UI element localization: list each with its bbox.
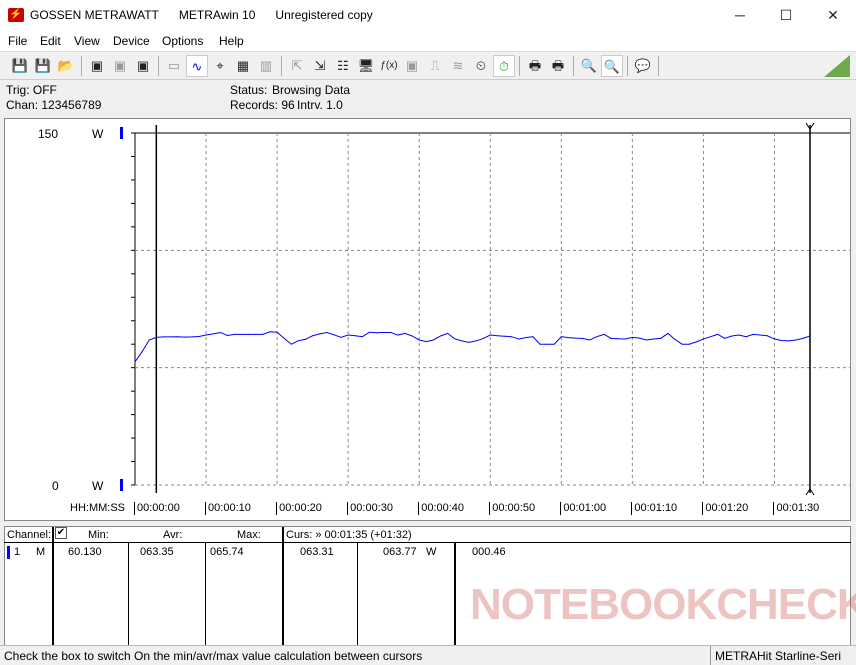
- max-header: Max:: [237, 529, 261, 541]
- status-value: Browsing Data: [272, 83, 351, 97]
- monitor-icon[interactable]: 🖥: [357, 58, 375, 73]
- menu-help[interactable]: Help: [219, 34, 244, 48]
- cursor1-value: 063.31: [300, 546, 334, 558]
- x-tick-label: 00:00:30: [347, 502, 393, 515]
- wave-filter-icon[interactable]: ≋: [452, 58, 464, 73]
- x-tick-label: 00:00:10: [205, 502, 251, 515]
- status-hint: Check the box to switch On the min/avr/m…: [4, 649, 423, 663]
- status-label: Status:: [230, 83, 268, 97]
- avr-value: 063.35: [140, 546, 174, 558]
- chart-panel[interactable]: [4, 118, 851, 521]
- title-bar: ⚡ GOSSEN METRAWATT METRAwin 10 Unregiste…: [0, 0, 856, 31]
- device-clear-icon[interactable]: ▣: [113, 58, 127, 73]
- status-bar: Check the box to switch On the min/avr/m…: [0, 645, 856, 665]
- maximize-button[interactable]: ☐: [779, 7, 793, 23]
- channel-icon[interactable]: ▣: [405, 58, 419, 73]
- x-tick-label: 00:01:30: [773, 502, 819, 515]
- print-preview-icon[interactable]: 🖶: [528, 58, 542, 73]
- print-icon[interactable]: 🖶: [551, 58, 565, 73]
- export-icon[interactable]: ⇱: [291, 58, 303, 73]
- menu-options[interactable]: Options: [162, 34, 204, 48]
- save-as-icon[interactable]: 💾: [34, 58, 52, 73]
- bar-view-icon[interactable]: ▥: [259, 58, 273, 73]
- max-value: 065.74: [210, 546, 244, 558]
- channel-mode: M: [36, 546, 46, 558]
- interval-value: Intrv. 1.0: [297, 98, 343, 112]
- trigger-status: Trig: OFF: [6, 83, 57, 97]
- channel-config-icon[interactable]: ☷: [337, 58, 349, 73]
- toolbar: 💾 💾 📂 ▣ ▣ ▣ ▭ ∿ ⌖ ▦ ▥ ⇱ ⇲ ☷ 🖥 ƒ(x) ▣ ⎍ ≋…: [0, 51, 856, 80]
- channel-color-marker: [7, 546, 10, 559]
- min-max-checkbox[interactable]: ✔: [55, 527, 67, 539]
- display-icon[interactable]: ▭: [167, 58, 181, 73]
- y-min-label: 0: [52, 479, 59, 493]
- save-icon[interactable]: 💾: [11, 58, 29, 73]
- wave-view-icon[interactable]: ∿: [186, 55, 208, 77]
- crosshair-icon[interactable]: ⌖: [216, 58, 224, 73]
- table-view-icon[interactable]: ▦: [236, 58, 250, 73]
- comment-icon[interactable]: 💬: [634, 58, 652, 73]
- min-header: Min:: [88, 529, 109, 541]
- y-max-label: 150: [38, 127, 59, 141]
- function-icon[interactable]: ƒ(x): [380, 60, 398, 71]
- channels-status: Chan: 123456789: [6, 98, 102, 112]
- window-title: GOSSEN METRAWATT METRAwin 10 Unregistere…: [30, 8, 373, 22]
- status-indicator-icon: [824, 55, 850, 77]
- menu-edit[interactable]: Edit: [40, 34, 61, 48]
- stopwatch-icon[interactable]: ⏱: [493, 55, 515, 77]
- zoom-fit-icon[interactable]: 🔍: [601, 55, 623, 77]
- trigger-icon[interactable]: ⎍: [430, 58, 440, 73]
- memory-read-icon[interactable]: ▣: [136, 58, 150, 73]
- notebookcheck-watermark: NOTEBOOKCHECK: [470, 580, 856, 629]
- menu-device[interactable]: Device: [113, 34, 150, 48]
- avr-header: Avr:: [163, 529, 183, 541]
- x-tick-label: 00:00:20: [276, 502, 322, 515]
- y-unit-bottom: W: [92, 479, 104, 493]
- menu-bar: File Edit View Device Options Help: [0, 31, 856, 51]
- channel-number: 1: [14, 546, 21, 558]
- device-read-icon[interactable]: ▣: [90, 58, 104, 73]
- menu-file[interactable]: File: [8, 34, 28, 48]
- x-tick-label: 00:00:50: [489, 502, 535, 515]
- x-tick-label: 00:01:10: [631, 502, 677, 515]
- open-folder-icon[interactable]: 📂: [57, 58, 75, 73]
- close-button[interactable]: ✕: [827, 7, 839, 23]
- statistics-table: [4, 526, 851, 646]
- device-name: METRAHit Starline-Seri: [710, 646, 841, 665]
- app-logo-icon: ⚡: [8, 8, 24, 22]
- import-icon[interactable]: ⇲: [314, 58, 326, 73]
- x-tick-label: 00:01:00: [560, 502, 606, 515]
- channel-header: Channel:: [7, 529, 52, 541]
- y-unit-top: W: [92, 127, 104, 141]
- menu-view[interactable]: View: [74, 34, 100, 48]
- x-tick-label: 00:01:20: [702, 502, 748, 515]
- min-value: 60.130: [68, 546, 102, 558]
- cursor2-value: 063.77: [383, 546, 417, 558]
- cursor-diff-value: 000.46: [472, 546, 506, 558]
- timer-icon[interactable]: ⏲: [475, 58, 487, 73]
- x-axis-label: HH:MM:SS: [70, 502, 125, 514]
- unit: W: [426, 546, 437, 558]
- minimize-button[interactable]: ─: [735, 7, 745, 23]
- records-count: Records: 96: [230, 98, 295, 112]
- cursor-header: Curs: » 00:01:35 (+01:32): [286, 529, 412, 541]
- x-tick-label: 00:00:40: [418, 502, 464, 515]
- x-tick-label: 00:00:00: [134, 502, 180, 515]
- zoom-wave-icon[interactable]: 🔍: [580, 58, 598, 73]
